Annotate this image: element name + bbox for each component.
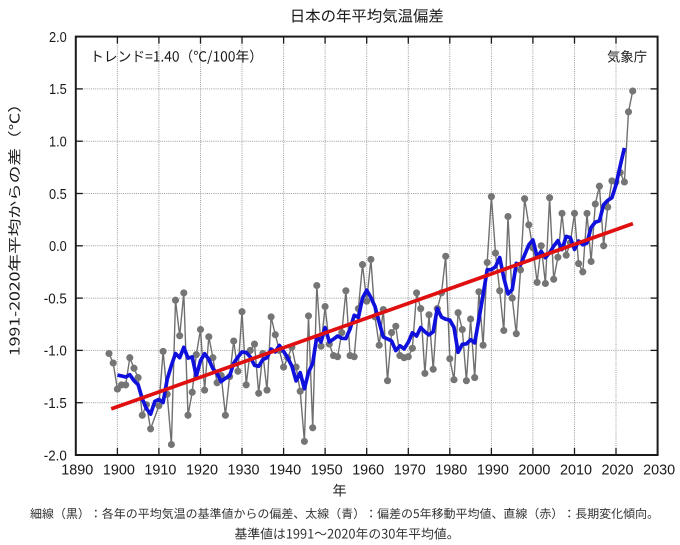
svg-text:0.5: 0.5 [49, 187, 67, 203]
svg-text:2000: 2000 [518, 462, 550, 478]
svg-text:1960: 1960 [352, 462, 384, 478]
svg-text:1900: 1900 [103, 462, 135, 478]
svg-text:1930: 1930 [228, 462, 260, 478]
svg-text:1940: 1940 [269, 462, 301, 478]
svg-text:-1.0: -1.0 [44, 344, 67, 360]
svg-text:-2.0: -2.0 [44, 448, 67, 464]
svg-text:2010: 2010 [560, 462, 592, 478]
svg-text:1920: 1920 [186, 462, 218, 478]
svg-text:1990: 1990 [477, 462, 509, 478]
svg-text:-0.5: -0.5 [44, 291, 67, 307]
svg-text:1970: 1970 [394, 462, 426, 478]
svg-text:1910: 1910 [144, 462, 176, 478]
svg-text:1980: 1980 [435, 462, 467, 478]
svg-text:1.0: 1.0 [49, 135, 67, 151]
svg-text:1.5: 1.5 [49, 82, 67, 98]
svg-text:2.0: 2.0 [49, 30, 67, 46]
svg-text:0.0: 0.0 [49, 239, 67, 255]
svg-text:2030: 2030 [643, 462, 675, 478]
svg-text:1950: 1950 [311, 462, 343, 478]
svg-text:1890: 1890 [61, 462, 93, 478]
svg-text:-1.5: -1.5 [44, 396, 67, 412]
svg-text:2020: 2020 [602, 462, 634, 478]
